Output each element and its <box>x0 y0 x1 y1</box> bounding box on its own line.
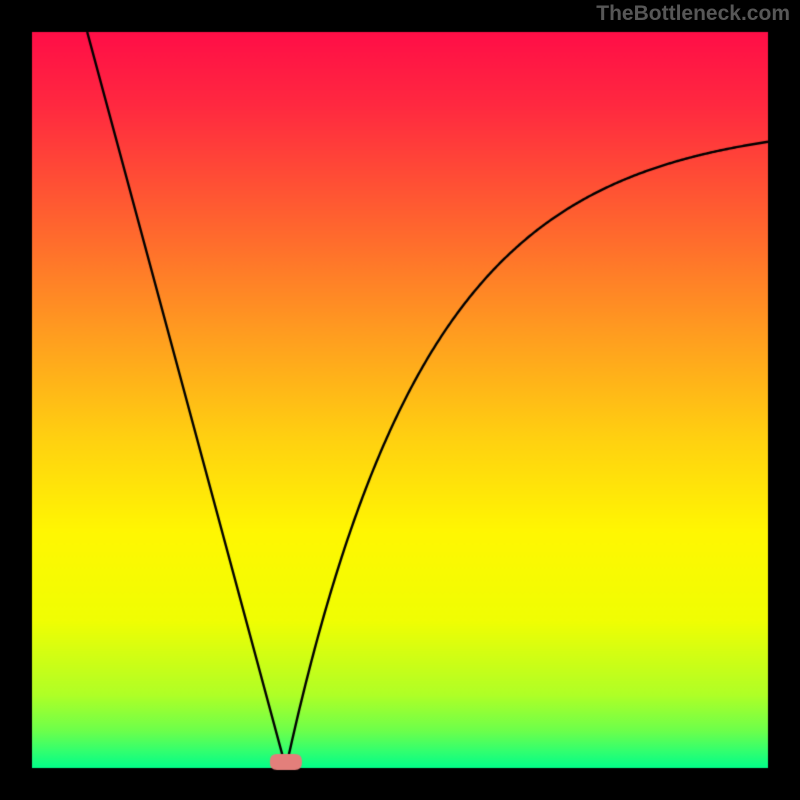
attribution-label: TheBottleneck.com <box>596 2 790 26</box>
bottleneck-chart-canvas <box>0 0 800 800</box>
chart-container: TheBottleneck.com <box>0 0 800 800</box>
